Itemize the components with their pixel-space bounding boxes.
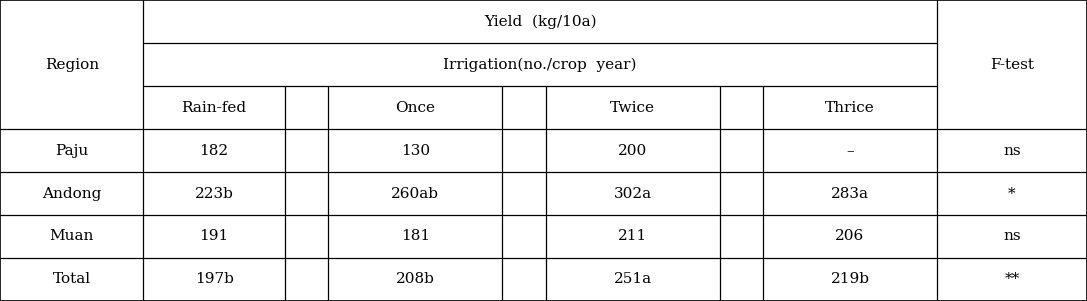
Text: ns: ns xyxy=(1003,144,1021,158)
Text: Region: Region xyxy=(45,57,99,72)
Text: **: ** xyxy=(1004,272,1020,287)
Text: Paju: Paju xyxy=(55,144,88,158)
Text: 302a: 302a xyxy=(613,187,652,200)
Text: Andong: Andong xyxy=(42,187,101,200)
Text: 260ab: 260ab xyxy=(391,187,439,200)
Text: 200: 200 xyxy=(619,144,647,158)
Text: Rain-fed: Rain-fed xyxy=(182,101,247,115)
Text: Twice: Twice xyxy=(610,101,655,115)
Text: 211: 211 xyxy=(619,229,647,244)
Text: 130: 130 xyxy=(401,144,429,158)
Text: Yield  (kg/10a): Yield (kg/10a) xyxy=(484,14,597,29)
Text: Irrigation(no./crop  year): Irrigation(no./crop year) xyxy=(443,57,637,72)
Text: 223b: 223b xyxy=(195,187,234,200)
Text: F-test: F-test xyxy=(990,57,1034,72)
Text: 283a: 283a xyxy=(832,187,869,200)
Text: ns: ns xyxy=(1003,229,1021,244)
Text: *: * xyxy=(1008,187,1016,200)
Text: Once: Once xyxy=(396,101,435,115)
Text: 219b: 219b xyxy=(830,272,870,287)
Text: 208b: 208b xyxy=(396,272,435,287)
Text: 181: 181 xyxy=(401,229,429,244)
Text: 206: 206 xyxy=(836,229,864,244)
Text: 191: 191 xyxy=(200,229,228,244)
Text: 251a: 251a xyxy=(613,272,652,287)
Text: 182: 182 xyxy=(200,144,228,158)
Text: Thrice: Thrice xyxy=(825,101,875,115)
Text: Muan: Muan xyxy=(50,229,93,244)
Text: Total: Total xyxy=(52,272,91,287)
Text: 197b: 197b xyxy=(195,272,234,287)
Text: –: – xyxy=(846,144,854,158)
